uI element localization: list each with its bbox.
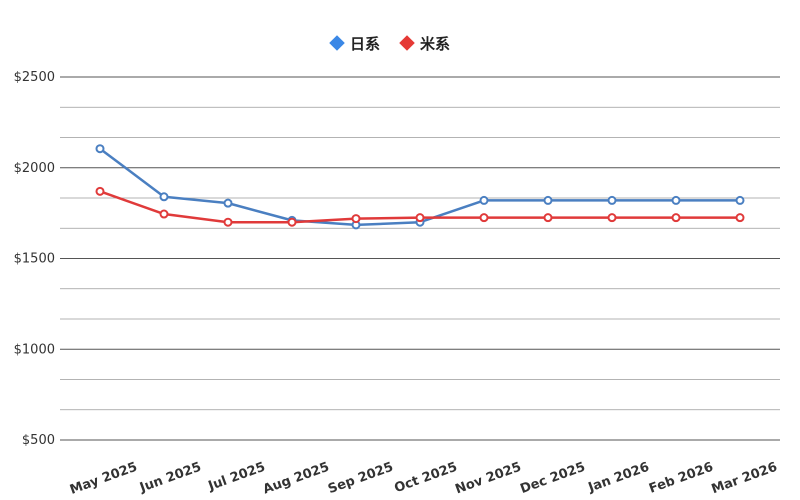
x-tick-label: Jun 2025 (137, 460, 203, 496)
legend-label: 日系 (350, 35, 380, 53)
y-tick-label: $1000 (14, 342, 55, 357)
data-point (671, 213, 681, 223)
x-tick-label: Dec 2025 (518, 460, 587, 497)
series-2 (95, 186, 745, 227)
x-tick-label: Jul 2025 (206, 460, 268, 495)
legend-diamond-icon (399, 35, 415, 51)
data-point (95, 144, 105, 154)
data-point (543, 195, 553, 205)
x-tick-label: Feb 2026 (647, 460, 715, 497)
y-axis: $2500 $2000 $1500 $1000 $500 (14, 70, 55, 448)
data-point (543, 213, 553, 223)
data-point (95, 186, 105, 196)
x-tick-label: Sep 2025 (326, 460, 395, 497)
y-tick-label: $1500 (14, 252, 55, 267)
x-tick-label: Oct 2025 (393, 460, 460, 497)
series-layer (95, 144, 745, 230)
data-point (351, 214, 361, 224)
data-point (223, 217, 233, 227)
legend: 日系 米系 (329, 35, 450, 53)
x-tick-label: Aug 2025 (261, 460, 331, 498)
data-point (159, 192, 169, 202)
data-point (479, 195, 489, 205)
legend-label: 米系 (420, 35, 450, 53)
y-tick-label: $2500 (14, 70, 55, 85)
x-tick-label: Mar 2026 (710, 460, 780, 498)
gridlines (60, 76, 780, 441)
legend-item-1: 日系 (329, 35, 380, 53)
data-point (735, 213, 745, 223)
data-point (415, 213, 425, 223)
x-tick-label: Jan 2026 (586, 460, 652, 496)
data-point (607, 195, 617, 205)
data-point (287, 217, 297, 227)
y-tick-label: $2000 (14, 161, 55, 176)
x-tick-label: Nov 2025 (453, 460, 523, 498)
y-tick-label: $500 (22, 433, 55, 448)
data-point (159, 209, 169, 219)
data-point (479, 213, 489, 223)
legend-diamond-icon (329, 35, 345, 51)
data-point (607, 213, 617, 223)
data-point (735, 195, 745, 205)
data-point (671, 195, 681, 205)
legend-item-2: 米系 (399, 35, 450, 53)
x-tick-label: May 2025 (68, 460, 139, 498)
data-point (223, 198, 233, 208)
